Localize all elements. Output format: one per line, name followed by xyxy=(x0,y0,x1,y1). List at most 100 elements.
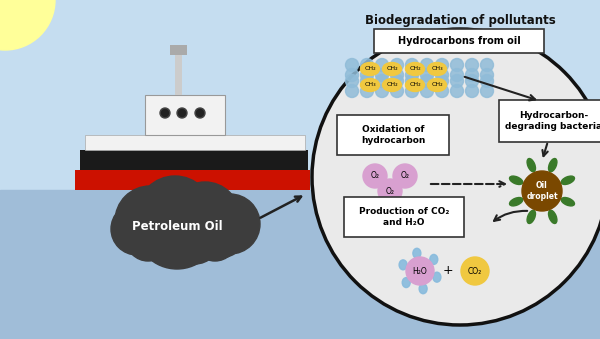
Circle shape xyxy=(363,164,387,188)
Bar xyxy=(0,190,600,339)
Circle shape xyxy=(376,68,389,81)
Text: CH₃: CH₃ xyxy=(364,82,376,87)
Ellipse shape xyxy=(509,198,523,206)
Circle shape xyxy=(481,68,493,81)
Ellipse shape xyxy=(361,79,380,92)
Ellipse shape xyxy=(527,210,535,223)
Bar xyxy=(75,170,310,190)
Circle shape xyxy=(436,84,449,98)
Circle shape xyxy=(391,75,404,87)
Text: CO₂: CO₂ xyxy=(468,266,482,276)
Circle shape xyxy=(481,59,493,72)
Ellipse shape xyxy=(399,260,407,270)
Text: Petroleum Oil: Petroleum Oil xyxy=(131,220,223,234)
Circle shape xyxy=(466,75,479,87)
Text: +: + xyxy=(442,264,453,278)
Circle shape xyxy=(197,109,203,117)
Circle shape xyxy=(391,68,404,81)
Ellipse shape xyxy=(427,62,446,76)
Circle shape xyxy=(376,75,389,87)
Circle shape xyxy=(406,257,434,285)
Text: O₂: O₂ xyxy=(401,172,409,180)
Circle shape xyxy=(115,186,185,256)
FancyBboxPatch shape xyxy=(337,115,449,155)
Circle shape xyxy=(135,185,219,269)
Circle shape xyxy=(421,84,433,98)
Text: Hydrocarbons from oil: Hydrocarbons from oil xyxy=(398,36,520,46)
Circle shape xyxy=(481,84,493,98)
Circle shape xyxy=(436,68,449,81)
Circle shape xyxy=(406,59,419,72)
Circle shape xyxy=(378,179,402,203)
Circle shape xyxy=(160,108,170,118)
Circle shape xyxy=(451,75,464,87)
Circle shape xyxy=(193,204,247,258)
Circle shape xyxy=(522,171,562,211)
Text: CH₂: CH₂ xyxy=(364,66,376,72)
Text: CH₂: CH₂ xyxy=(386,82,398,87)
Bar xyxy=(80,150,308,170)
FancyBboxPatch shape xyxy=(344,197,464,237)
Bar xyxy=(175,45,182,95)
Circle shape xyxy=(346,84,359,98)
Text: Biodegradation of pollutants: Biodegradation of pollutants xyxy=(365,14,556,27)
Text: H₂O: H₂O xyxy=(413,266,427,276)
Ellipse shape xyxy=(402,278,410,287)
Text: CH₂: CH₂ xyxy=(386,66,398,72)
Circle shape xyxy=(133,207,187,261)
Text: CH₃: CH₃ xyxy=(431,66,443,72)
Circle shape xyxy=(376,84,389,98)
Ellipse shape xyxy=(419,284,427,294)
Text: Oxidation of
hydrocarbon: Oxidation of hydrocarbon xyxy=(361,125,425,145)
Circle shape xyxy=(361,68,373,81)
Circle shape xyxy=(161,109,169,117)
Circle shape xyxy=(346,75,359,87)
Text: Oil
droplet: Oil droplet xyxy=(526,181,558,201)
Circle shape xyxy=(406,75,419,87)
Circle shape xyxy=(436,59,449,72)
Circle shape xyxy=(461,257,489,285)
Circle shape xyxy=(376,59,389,72)
Bar xyxy=(145,95,225,135)
Circle shape xyxy=(312,29,600,325)
Text: Production of CO₂
and H₂O: Production of CO₂ and H₂O xyxy=(359,207,449,227)
Text: Hydrocarbon-
degrading bacteria: Hydrocarbon- degrading bacteria xyxy=(505,111,600,131)
Circle shape xyxy=(193,217,237,261)
Bar xyxy=(85,135,305,150)
Circle shape xyxy=(0,0,55,50)
Ellipse shape xyxy=(427,79,446,92)
Circle shape xyxy=(406,68,419,81)
Ellipse shape xyxy=(383,79,401,92)
Circle shape xyxy=(393,164,417,188)
Circle shape xyxy=(361,84,373,98)
Circle shape xyxy=(200,194,260,254)
FancyBboxPatch shape xyxy=(374,29,544,53)
Circle shape xyxy=(179,109,185,117)
Circle shape xyxy=(145,224,185,264)
Circle shape xyxy=(421,68,433,81)
Circle shape xyxy=(451,59,464,72)
Circle shape xyxy=(421,75,433,87)
Circle shape xyxy=(170,214,220,264)
Text: CH₂: CH₂ xyxy=(431,82,443,87)
Circle shape xyxy=(195,108,205,118)
Ellipse shape xyxy=(361,62,380,76)
Circle shape xyxy=(346,68,359,81)
Ellipse shape xyxy=(561,198,574,206)
Circle shape xyxy=(406,84,419,98)
Text: O₂: O₂ xyxy=(386,186,395,196)
Circle shape xyxy=(361,75,373,87)
Ellipse shape xyxy=(548,159,557,172)
Circle shape xyxy=(391,59,404,72)
Circle shape xyxy=(391,84,404,98)
Ellipse shape xyxy=(548,210,557,223)
Circle shape xyxy=(466,84,479,98)
Ellipse shape xyxy=(527,159,535,172)
Circle shape xyxy=(346,59,359,72)
Ellipse shape xyxy=(383,62,401,76)
Text: O₂: O₂ xyxy=(371,172,380,180)
Circle shape xyxy=(177,108,187,118)
Circle shape xyxy=(451,84,464,98)
Ellipse shape xyxy=(433,272,441,282)
Circle shape xyxy=(466,68,479,81)
